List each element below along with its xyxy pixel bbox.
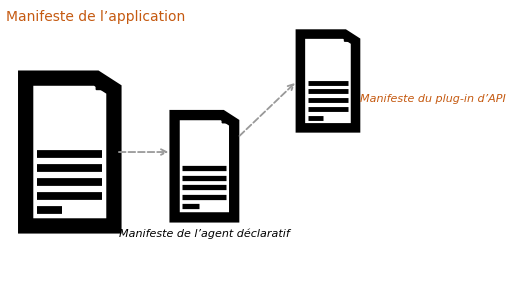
Polygon shape bbox=[222, 115, 234, 123]
Text: Manifeste de l’agent déclaratif: Manifeste de l’agent déclaratif bbox=[119, 229, 290, 239]
Polygon shape bbox=[300, 34, 355, 128]
Text: Manifeste de l’application: Manifeste de l’application bbox=[6, 10, 185, 24]
Text: Manifeste du plug-in d’API: Manifeste du plug-in d’API bbox=[360, 94, 506, 104]
Polygon shape bbox=[175, 115, 234, 217]
Polygon shape bbox=[345, 34, 355, 41]
Polygon shape bbox=[26, 78, 114, 226]
Polygon shape bbox=[96, 78, 114, 90]
